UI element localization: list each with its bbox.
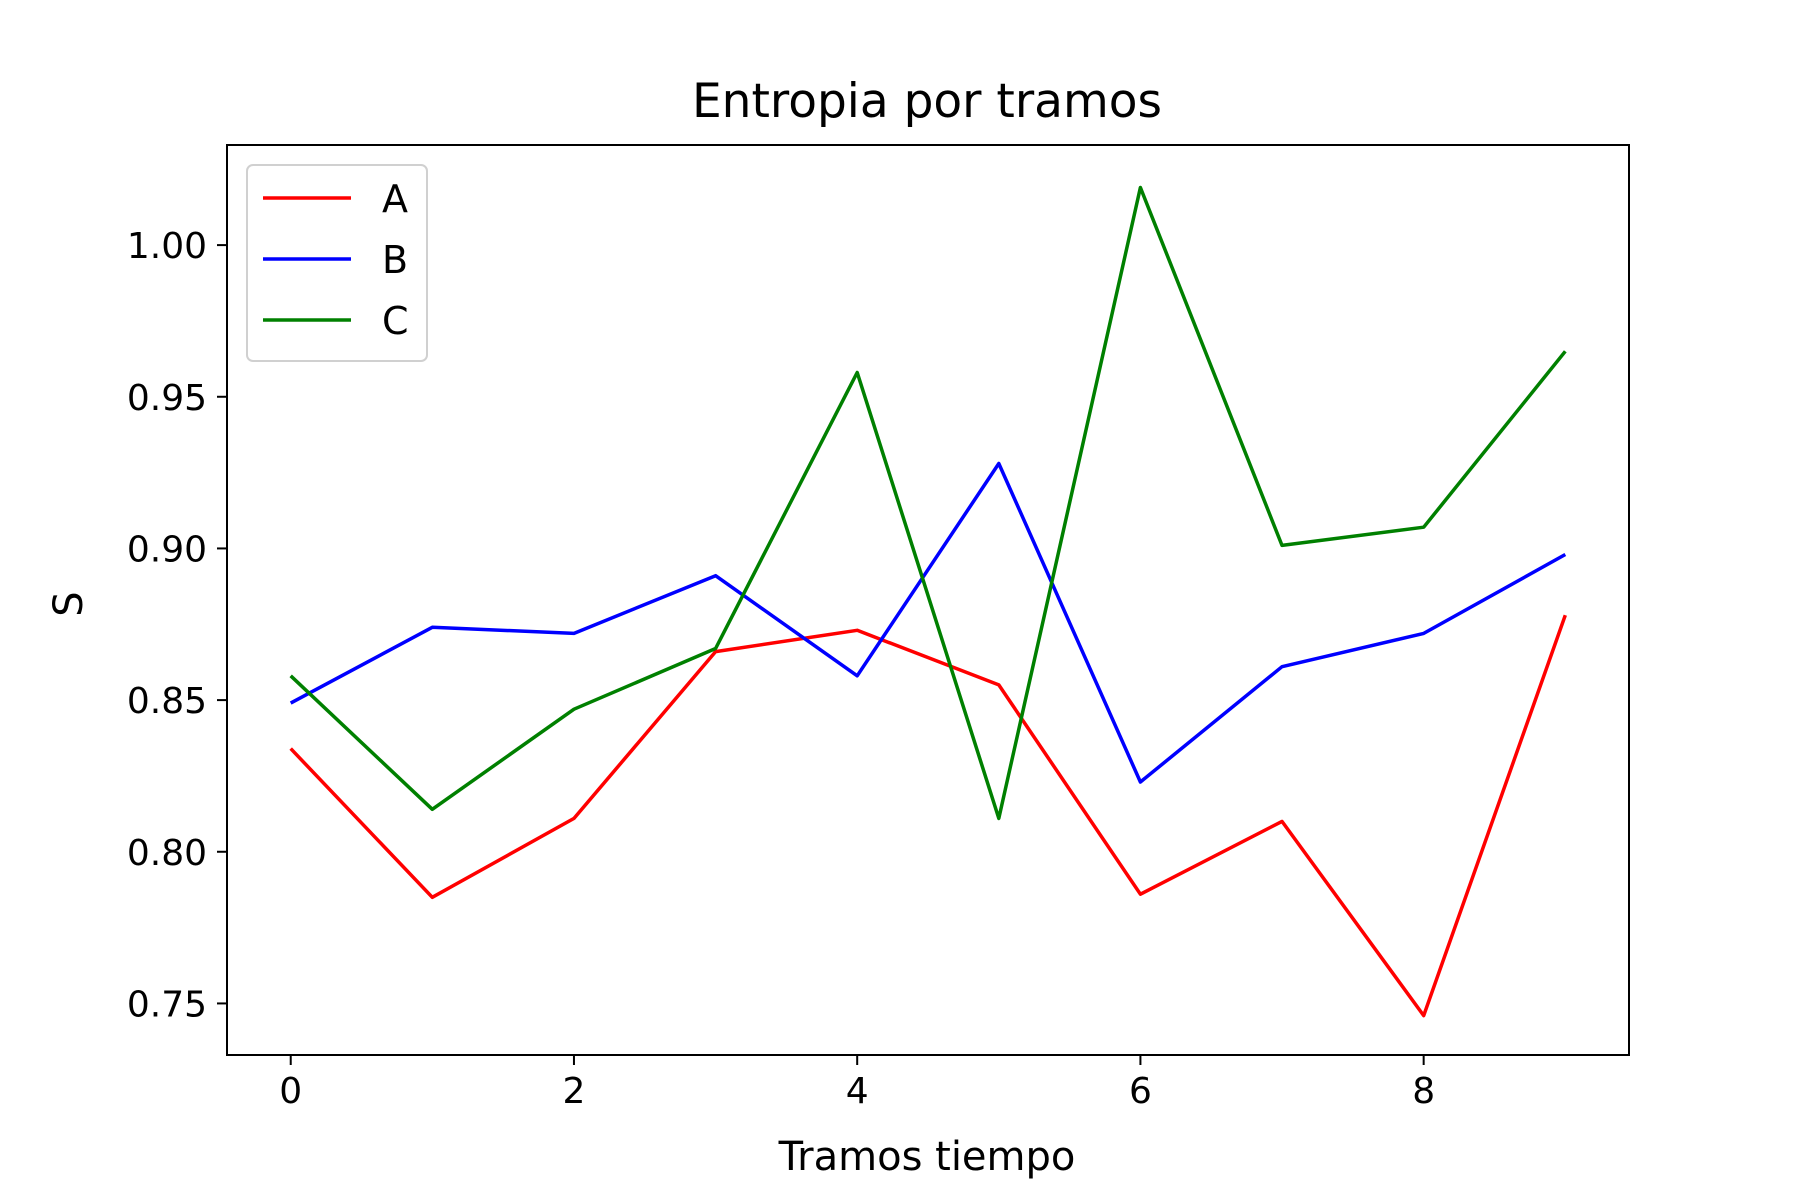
y-tick-label: 1.00 — [127, 226, 207, 267]
legend-box — [246, 164, 428, 362]
x-tick-label: 4 — [846, 1071, 869, 1112]
x-tick-label: 0 — [279, 1071, 302, 1112]
y-tick-label: 0.95 — [127, 378, 207, 419]
series-line-c — [289, 185, 1567, 821]
legend: ABC — [246, 164, 428, 362]
series-line-b — [289, 461, 1567, 784]
x-axis-label: Tramos tiempo — [778, 1134, 1076, 1180]
x-tick-label: 6 — [1129, 1071, 1152, 1112]
legend-label-a: A — [382, 177, 408, 221]
plot-area — [289, 185, 1567, 1018]
axes: 0 2 4 6 8 0.75 0.80 0.85 0.90 0.95 1.00 — [127, 226, 1435, 1112]
y-tick-label: 0.75 — [127, 984, 207, 1025]
y-tick-label: 0.90 — [127, 529, 207, 570]
plot-frame — [226, 144, 1630, 1056]
y-tick-label: 0.85 — [127, 681, 207, 722]
x-tick-label: 8 — [1412, 1071, 1435, 1112]
series-line-a — [289, 614, 1567, 1018]
chart-title: Entropia por tramos — [692, 74, 1162, 129]
y-axis-label: S — [46, 591, 92, 616]
legend-label-b: B — [382, 238, 408, 282]
x-tick-label: 2 — [563, 1071, 586, 1112]
legend-label-c: C — [382, 299, 409, 343]
y-tick-label: 0.80 — [127, 833, 207, 874]
